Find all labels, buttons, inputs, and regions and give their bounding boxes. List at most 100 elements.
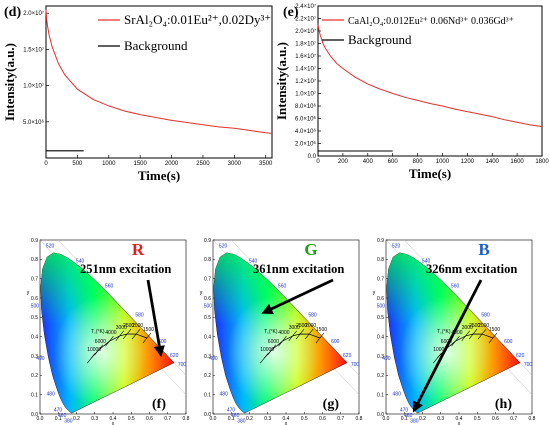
cie-y-tick-label: 0.0: [377, 412, 384, 418]
y-tick-label: 2.2×10⁷: [295, 16, 316, 23]
cie-y-tick-label: 0.5: [377, 315, 384, 321]
legend-label: SrAl₂O₄:0.01Eu²⁺,0.02Dy³⁺: [124, 12, 271, 27]
x-tick-label: 0: [316, 159, 320, 165]
excitation-label: 361nm excitation: [253, 262, 344, 276]
panel-label: (e): [283, 5, 299, 20]
x-tick-label: 800: [413, 159, 424, 165]
y-tick-label: 2.4×10⁷: [295, 3, 316, 10]
cie-y-tick-label: 0.6: [377, 296, 384, 302]
isotherm-line: [295, 328, 305, 340]
wavelength-label: 540: [76, 258, 85, 264]
wavelength-label: 480: [393, 392, 402, 398]
y-tick-label: 0.0: [308, 154, 317, 160]
wavelength-label: 480: [220, 392, 229, 398]
cie-y-tick-label: 0.1: [31, 392, 38, 398]
planckian-label: T꜀(°K): [91, 329, 105, 335]
y-tick-label: 2.0×10⁷: [23, 10, 44, 17]
x-tick-label: 1400: [486, 159, 500, 165]
x-tick-label: 2500: [196, 161, 210, 167]
isotherm-line: [461, 330, 470, 342]
wavelength-label: 460: [231, 413, 240, 419]
color-letter: G: [304, 240, 317, 259]
wavelength-label: 560: [105, 283, 114, 289]
decay-chart-e: 0 200 400 600 800 1000 1200 1400 1600 1800 0.0 2.0×…: [274, 3, 549, 181]
cie-y-tick-label: 0.6: [204, 296, 211, 302]
isotherm-line: [115, 330, 124, 342]
wavelength-label: 520: [219, 244, 228, 250]
wavelength-label: 600: [504, 339, 513, 345]
cct-label: 10000: [87, 347, 101, 353]
panel-label: (d): [4, 5, 21, 20]
cie-y-axis-label: y: [373, 290, 376, 296]
y-tick-label: 1.0×10⁷: [23, 83, 44, 90]
wavelength-label: 380: [64, 418, 73, 424]
series-line-sample: [317, 24, 543, 128]
plot-frame: [317, 5, 543, 157]
wavelength-label: 520: [392, 244, 401, 250]
x-tick-label: 500: [72, 161, 83, 167]
isotherm-line: [278, 335, 287, 347]
cct-label: 2500: [123, 323, 134, 329]
isotherm-line: [451, 335, 460, 347]
cie-x-tick-label: 0.3: [91, 416, 98, 422]
cct-label: 1500: [489, 327, 500, 333]
cct-label: 4000: [278, 330, 289, 336]
planckian-label: T꜀(°K): [437, 329, 451, 335]
y-axis-label: Intensity(a.u.): [274, 42, 289, 120]
cie-x-tick-label: 0.8: [529, 416, 536, 422]
cie-x-tick-label: 0.0: [383, 416, 390, 422]
wavelength-label: 580: [481, 313, 490, 319]
cie-y-tick-label: 0.1: [377, 392, 384, 398]
isotherm-line: [122, 328, 132, 340]
wavelength-label: 380: [410, 418, 419, 424]
cie-y-axis-label: y: [27, 290, 30, 296]
annotation-arrow: [146, 279, 165, 358]
wavelength-label: 470: [400, 407, 409, 413]
excitation-label: 326nm excitation: [426, 262, 517, 276]
cie-y-tick-label: 0.2: [204, 373, 211, 379]
cie-x-tick-label: 0.8: [183, 416, 190, 422]
cie-y-tick-label: 0.4: [377, 334, 384, 340]
cie-x-axis-label: x: [112, 421, 115, 425]
isotherm-line: [468, 328, 478, 340]
wavelength-label: 560: [451, 283, 460, 289]
cie-x-tick-label: 0.2: [246, 416, 253, 422]
cie-y-tick-label: 0.4: [31, 334, 38, 340]
cie-x-tick-label: 0.6: [492, 416, 499, 422]
x-tick-label: 600: [388, 159, 399, 165]
cie-y-tick-label: 0.2: [377, 373, 384, 379]
wavelength-label: 620: [343, 353, 352, 359]
cie-y-tick-label: 0.8: [377, 257, 384, 263]
wavelength-label: 490: [36, 356, 45, 362]
legend-label: Background: [124, 38, 188, 53]
cie-x-tick-label: 0.2: [419, 416, 426, 422]
excitation-label: 251nm excitation: [80, 262, 171, 276]
cct-label: 2000: [132, 323, 143, 329]
wavelength-label: 540: [249, 258, 258, 264]
spectral-locus-white: [40, 252, 175, 413]
cie-y-tick-label: 0.0: [31, 412, 38, 418]
cie-y-tick-label: 0.9: [204, 238, 211, 244]
isotherm-line: [432, 353, 442, 364]
cct-label: 6000: [268, 339, 279, 345]
cct-label: 1500: [316, 327, 327, 333]
wavelength-label: 500: [377, 304, 386, 310]
cct-label: 10000: [260, 347, 274, 353]
wavelength-label: 470: [227, 407, 236, 413]
cie-y-tick-label: 0.7: [204, 276, 211, 282]
cie-x-tick-label: 0.4: [110, 416, 117, 422]
cie-x-tick-label: 0.3: [264, 416, 271, 422]
x-tick-label: 3000: [228, 161, 242, 167]
x-tick-label: 1200: [461, 159, 475, 165]
y-tick-label: 1.0×10⁷: [295, 91, 316, 98]
cie-y-tick-label: 0.8: [204, 257, 211, 263]
y-tick-label: 4.0×10⁶: [295, 128, 317, 135]
x-tick-label: 400: [363, 159, 374, 165]
isotherm-line: [142, 332, 152, 344]
cie-y-axis-label: y: [200, 290, 203, 296]
cie-y-tick-label: 0.6: [31, 296, 38, 302]
annotation-arrow: [412, 279, 483, 413]
cie-x-tick-label: 0.5: [128, 416, 135, 422]
